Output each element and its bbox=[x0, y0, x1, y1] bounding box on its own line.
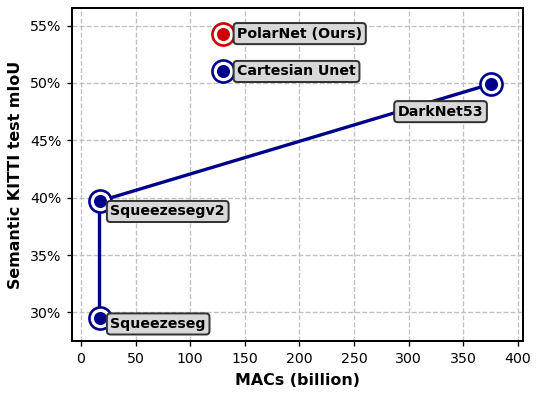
Point bbox=[95, 198, 104, 204]
Point bbox=[219, 30, 227, 37]
Point bbox=[219, 68, 227, 74]
Y-axis label: Semantic KITTI test mIoU: Semantic KITTI test mIoU bbox=[8, 61, 23, 289]
Text: DarkNet53: DarkNet53 bbox=[398, 105, 483, 119]
Point bbox=[95, 315, 104, 322]
Text: Squeezeseg: Squeezeseg bbox=[111, 317, 206, 331]
Text: PolarNet (Ours): PolarNet (Ours) bbox=[237, 27, 362, 40]
Point bbox=[219, 68, 227, 74]
Point bbox=[486, 81, 495, 87]
Point bbox=[486, 81, 495, 87]
Point bbox=[95, 198, 104, 204]
Point bbox=[95, 198, 104, 204]
Text: Squeezesegv2: Squeezesegv2 bbox=[111, 204, 225, 219]
Point bbox=[95, 315, 104, 322]
Text: Cartesian Unet: Cartesian Unet bbox=[237, 65, 356, 78]
Point bbox=[486, 81, 495, 87]
Point bbox=[219, 68, 227, 74]
Point bbox=[219, 30, 227, 37]
Point bbox=[95, 315, 104, 322]
Point bbox=[219, 30, 227, 37]
X-axis label: MACs (billion): MACs (billion) bbox=[235, 373, 360, 388]
